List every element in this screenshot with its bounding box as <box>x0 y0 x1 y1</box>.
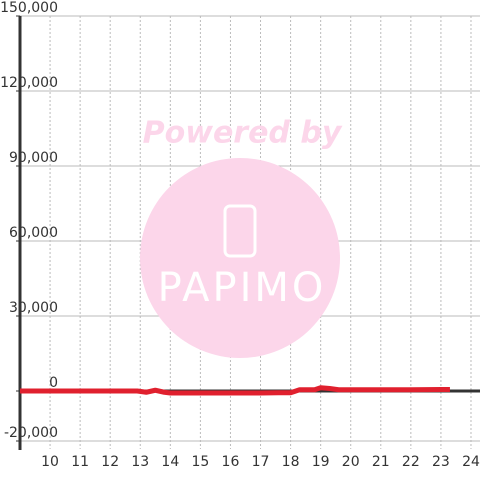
x-tick-label: 11 <box>71 454 89 470</box>
x-tick-label: 16 <box>222 454 240 470</box>
x-tick-label: 22 <box>402 454 420 470</box>
watermark-logo: PAPIMO <box>158 265 327 311</box>
watermark: Powered by PAPIMO <box>140 116 343 358</box>
x-tick-label: 24 <box>462 454 480 470</box>
y-tick-label: -20,000 <box>4 425 58 441</box>
data-line <box>20 385 450 396</box>
y-tick-label: 120,000 <box>0 75 58 91</box>
watermark-circle <box>140 158 340 358</box>
x-tick-label: 21 <box>372 454 390 470</box>
x-tick-label: 14 <box>161 454 179 470</box>
y-tick-label: 30,000 <box>9 300 58 316</box>
x-tick-label: 19 <box>312 454 330 470</box>
watermark-title: Powered by <box>143 116 343 151</box>
watermark-icon <box>223 204 257 258</box>
x-tick-label: 15 <box>191 454 209 470</box>
x-tick-label: 12 <box>101 454 119 470</box>
x-tick-label: 17 <box>252 454 270 470</box>
x-tick-label: 20 <box>342 454 360 470</box>
x-tick-label: 18 <box>282 454 300 470</box>
y-tick-label: 150,000 <box>0 0 58 16</box>
y-tick-label: 60,000 <box>9 225 58 241</box>
x-tick-label: 13 <box>131 454 149 470</box>
x-tick-label: 23 <box>432 454 450 470</box>
x-tick-label: 10 <box>41 454 59 470</box>
y-tick-label: 90,000 <box>9 150 58 166</box>
y-tick-label: 0 <box>49 375 58 391</box>
